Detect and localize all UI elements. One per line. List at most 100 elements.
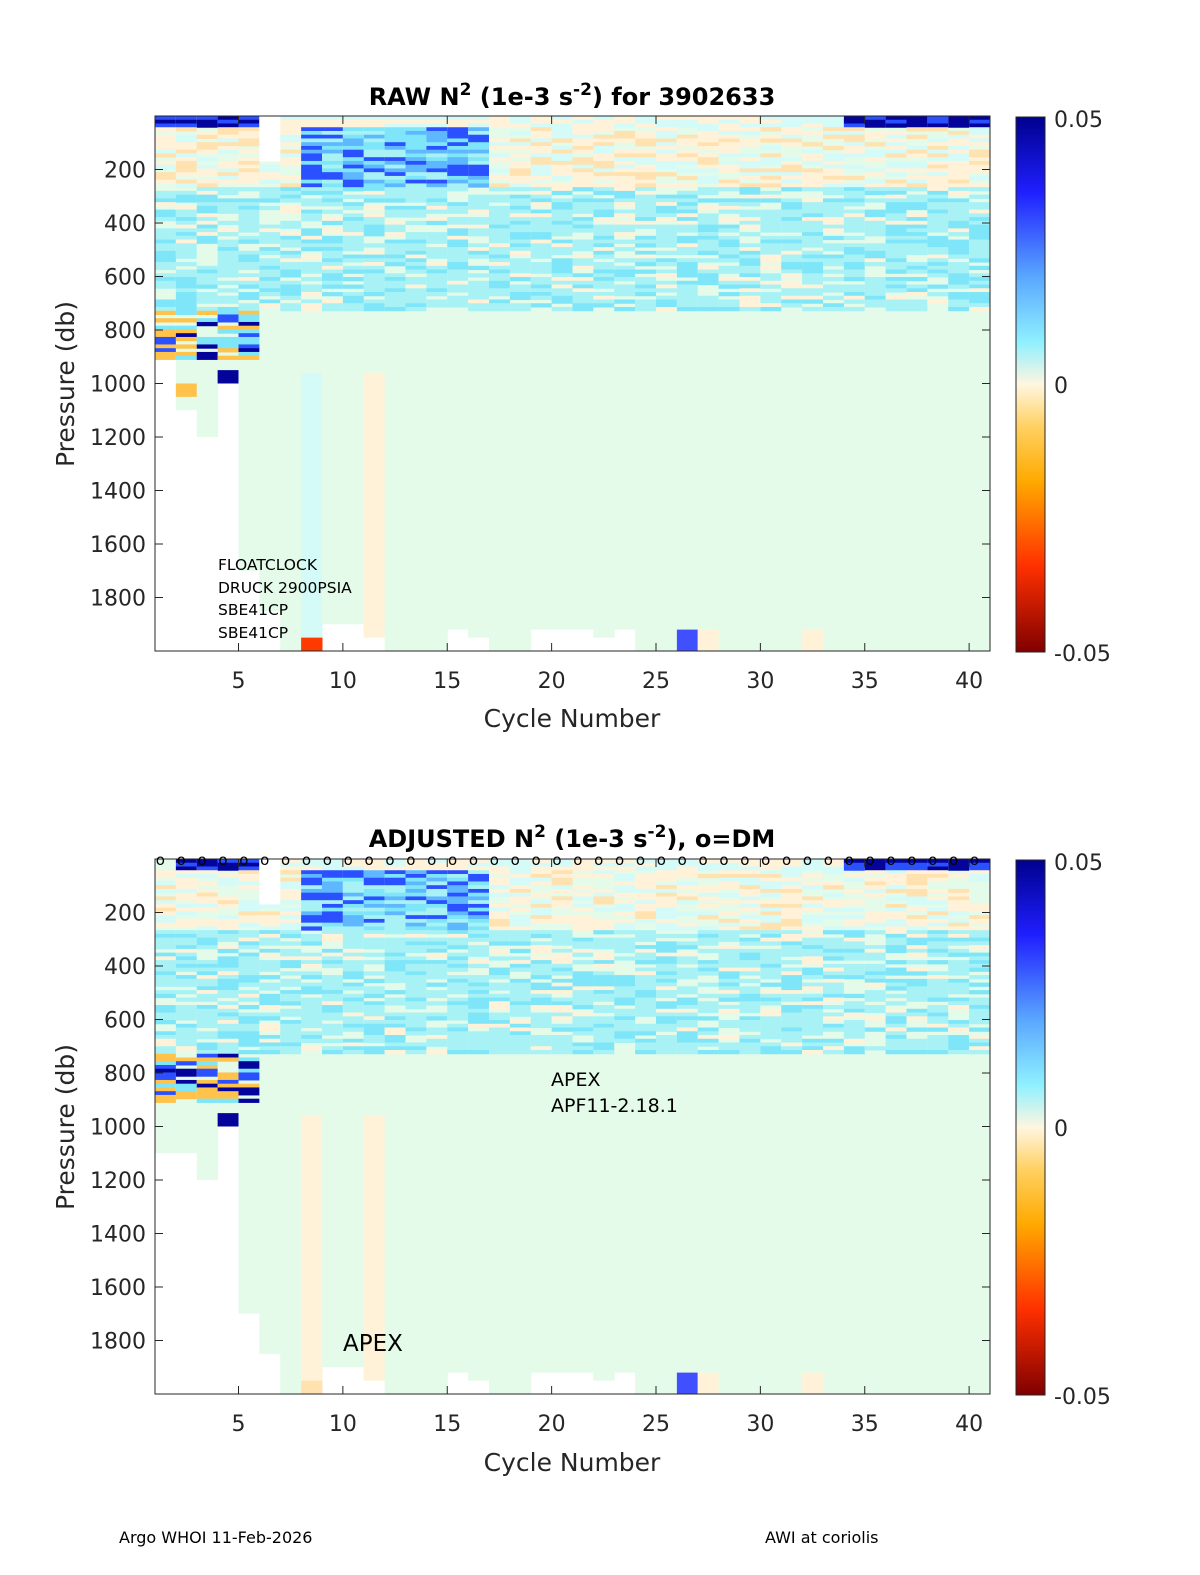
adjusted-cell: [384, 873, 406, 879]
raw-cell: [363, 172, 386, 177]
raw-cell: [259, 262, 281, 267]
raw-cell: [363, 164, 386, 169]
adjusted-cell: [760, 952, 782, 957]
adjusted-cell: [635, 1046, 657, 1051]
adjusted-cell: [593, 930, 615, 935]
adjusted-cell: [802, 881, 824, 886]
raw-cell: [969, 160, 991, 166]
adjusted-cell: [551, 948, 573, 954]
adjusted-cell: [489, 1001, 511, 1006]
adjusted-cell: [572, 948, 594, 954]
raw-cell: [802, 202, 824, 207]
raw-cell: [948, 247, 970, 252]
adjusted-cell: [301, 888, 323, 894]
adjusted-cell: [948, 866, 970, 871]
raw-cell: [238, 235, 260, 241]
raw-cell: [238, 130, 260, 136]
adjusted-cell: [447, 1008, 469, 1014]
adjusted-cell: [802, 903, 824, 909]
raw-cell: [885, 280, 907, 286]
raw-cell: [363, 138, 386, 143]
dm-marker: o: [156, 851, 165, 869]
raw-cell: [760, 277, 782, 282]
adjusted-cell: [739, 918, 761, 924]
raw-cell: [447, 142, 469, 147]
raw-cell: [551, 269, 573, 274]
dm-marker: o: [302, 851, 311, 869]
adjusted-cell: [405, 990, 427, 995]
adjusted-cell: [927, 918, 949, 924]
raw-cell: [175, 198, 198, 203]
raw-cell: [384, 164, 406, 169]
adjusted-cell: [781, 941, 803, 946]
adjusted-cell: [509, 922, 532, 927]
raw-cell: [509, 258, 532, 263]
raw-cell: [342, 172, 365, 177]
raw-cell: [927, 179, 949, 184]
adjusted-cell: [593, 963, 615, 969]
raw-cell: [447, 295, 469, 301]
raw-cell: [676, 247, 699, 252]
raw-cell: [530, 228, 553, 233]
adjusted-cell: [238, 1023, 260, 1029]
raw-cell: [739, 164, 761, 169]
raw-cell: [280, 254, 302, 259]
raw-cell: [342, 153, 365, 158]
raw-cell: [196, 321, 219, 327]
raw-cell: [969, 187, 991, 192]
raw-cell: [301, 190, 323, 196]
adjusted-cell: [259, 948, 281, 954]
adjusted-cell: [572, 896, 594, 901]
raw-cell: [843, 250, 866, 256]
adjusted-cell: [781, 896, 803, 901]
raw-x-tick-label: 35: [851, 669, 879, 694]
adjusted-cell: [405, 892, 427, 897]
raw-cell: [802, 243, 824, 248]
raw-cell: [322, 134, 344, 139]
adjusted-cell: [718, 948, 740, 954]
raw-cell: [426, 134, 448, 139]
adjusted-cell: [280, 896, 302, 901]
adjusted-cell: [697, 1049, 720, 1055]
raw-cell: [760, 292, 782, 297]
raw-cell: [238, 284, 260, 289]
raw-cell: [718, 116, 740, 121]
adjusted-cell: [342, 888, 365, 894]
adjusted-cell: [676, 870, 699, 875]
raw-cell: [823, 284, 845, 289]
adjusted-cell: [739, 997, 761, 1002]
raw-cell: [885, 262, 907, 267]
raw-cell: [217, 134, 239, 139]
raw-cell: [676, 153, 699, 158]
adjusted-cell: [697, 960, 720, 965]
raw-cell: [363, 288, 386, 293]
raw-cell: [676, 157, 699, 162]
raw-cell: [635, 250, 657, 256]
adjusted-cell: [530, 859, 553, 864]
raw-cell: [781, 284, 803, 289]
raw-annotation-druck: DRUCK 2900PSIA: [218, 579, 352, 597]
raw-cell: [948, 183, 970, 188]
adjusted-cell: [781, 945, 803, 950]
adjusted-cell: [802, 866, 824, 871]
adjusted-cell: [572, 866, 594, 871]
adjusted-cell: [175, 888, 198, 894]
adjusted-cell: [489, 986, 511, 991]
adjusted-cell: [447, 918, 469, 924]
raw-cell: [614, 190, 636, 196]
raw-cell: [969, 183, 991, 188]
dm-marker: o: [740, 851, 749, 869]
adjusted-cell: [301, 1008, 323, 1014]
adjusted-cell: [927, 986, 949, 991]
adjusted-cell: [238, 885, 260, 890]
adjusted-cell: [217, 1046, 239, 1051]
adjusted-cell: [509, 1023, 532, 1029]
raw-cell: [322, 127, 344, 132]
adjusted-cell: [405, 960, 427, 965]
raw-cell: [259, 235, 281, 241]
raw-cell: [342, 213, 365, 218]
raw-cell-column-33: [823, 116, 845, 651]
adjusted-cell: [175, 873, 198, 879]
raw-cell: [342, 265, 365, 271]
raw-cell: [489, 258, 511, 263]
